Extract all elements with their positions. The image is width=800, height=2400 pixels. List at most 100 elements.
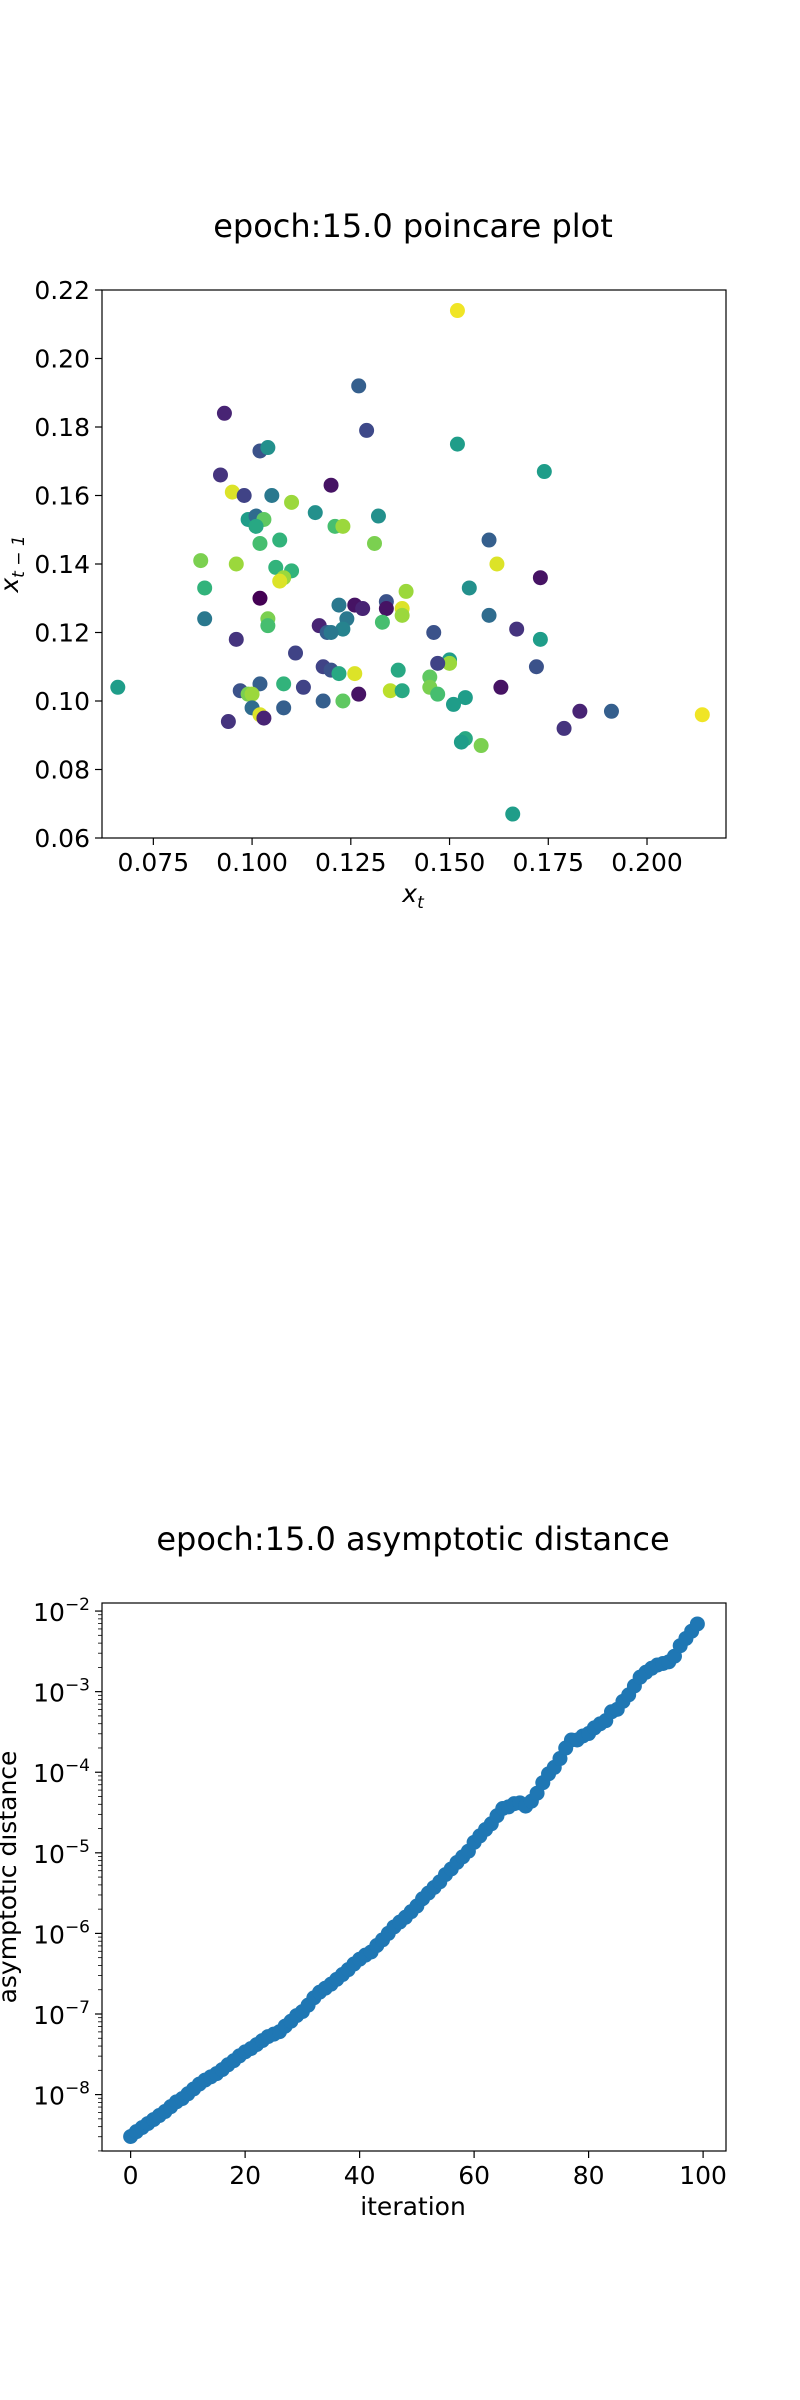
chart2-y-ticks: 10−8 10−7 10−6 10−5 10−4 10−3 10−2	[33, 1595, 102, 2152]
poincare-point	[505, 806, 521, 822]
poincare-point	[197, 580, 213, 596]
chart1-x-tick-label: 0.075	[118, 848, 190, 877]
poincare-point	[528, 659, 544, 675]
chart2-y-tick-label: 10−6	[33, 1917, 90, 1949]
poincare-point	[256, 710, 272, 726]
chart1-x-label-main: x	[401, 879, 417, 908]
poincare-point	[276, 676, 292, 692]
chart1-y-tick-label: 0.12	[34, 619, 90, 648]
poincare-point	[426, 625, 442, 640]
poincare-point	[295, 679, 311, 695]
poincare-point	[264, 488, 280, 503]
poincare-point	[481, 607, 497, 623]
chart1-x-tick-label: 0.100	[216, 848, 288, 877]
chart1-y-ticks: 0.06 0.08 0.10 0.12 0.14 0.16 0.18 0.20 0.22	[34, 276, 102, 853]
chart1-y-tick-label: 0.16	[34, 482, 90, 511]
poincare-point	[378, 601, 394, 617]
chart1-y-label: xt − 1	[0, 535, 29, 593]
chart1-x-tick-label: 0.200	[611, 848, 683, 877]
poincare-point	[536, 464, 552, 480]
poincare-point	[307, 505, 323, 521]
poincare-point	[335, 693, 351, 709]
poincare-point	[509, 621, 525, 637]
poincare-point	[252, 590, 268, 606]
poincare-point	[335, 518, 351, 534]
chart2-x-label: iteration	[360, 2192, 466, 2221]
poincare-point	[603, 703, 619, 719]
poincare-point	[398, 583, 414, 599]
poincare-point	[442, 655, 458, 671]
poincare-point	[430, 655, 446, 671]
poincare-point	[449, 436, 465, 452]
asymptotic-distance-chart: epoch:15.0 asymptotic distance 0 20 40 60 80…	[0, 1520, 727, 2221]
chart2-x-tick-label: 60	[458, 2161, 490, 2190]
poincare-point	[445, 696, 461, 712]
chart2-y-label: asymptotic distance	[0, 1751, 22, 2004]
poincare-point	[216, 405, 232, 421]
poincare-point	[224, 484, 240, 500]
chart1-y-tick-label: 0.10	[34, 687, 90, 716]
poincare-point	[236, 488, 252, 503]
poincare-point	[394, 683, 410, 699]
chart1-y-tick-label: 0.18	[34, 413, 90, 442]
chart1-y-tick-label: 0.06	[34, 824, 90, 853]
chart2-x-tick-label: 20	[229, 2161, 261, 2190]
chart2-y-tick-label: 10−8	[33, 2079, 90, 2111]
poincare-point	[244, 686, 260, 702]
poincare-point	[489, 556, 505, 572]
poincare-point	[331, 666, 347, 682]
chart2-x-tick-label: 40	[344, 2161, 376, 2190]
poincare-point	[453, 734, 469, 750]
chart2-y-tick-label: 10−4	[33, 1756, 90, 1788]
chart1-x-tick-label: 0.150	[414, 848, 486, 877]
poincare-point	[351, 378, 367, 394]
poincare-chart: epoch:15.0 poincare plot 0.075 0.100 0.125…	[0, 207, 727, 913]
poincare-point	[272, 532, 288, 548]
poincare-point	[288, 645, 304, 661]
poincare-point	[260, 440, 276, 456]
poincare-point	[220, 714, 236, 730]
poincare-point	[284, 494, 300, 510]
chart1-y-tick-label: 0.20	[34, 345, 90, 374]
chart2-y-tick-label: 10−5	[33, 1837, 90, 1869]
poincare-point	[248, 518, 264, 534]
poincare-point	[449, 303, 465, 319]
poincare-point	[252, 676, 268, 692]
poincare-point	[532, 570, 548, 586]
chart2-x-tick-label: 80	[573, 2161, 605, 2190]
poincare-point	[212, 467, 228, 483]
poincare-point	[572, 703, 588, 719]
poincare-point	[461, 580, 477, 596]
poincare-point	[390, 662, 406, 678]
poincare-point	[347, 666, 363, 682]
poincare-point	[276, 700, 292, 716]
chart1-y-tick-label: 0.22	[34, 276, 90, 305]
poincare-point	[430, 686, 446, 702]
poincare-point	[351, 686, 367, 702]
poincare-point	[532, 631, 548, 647]
poincare-point	[323, 625, 339, 640]
poincare-point	[355, 601, 371, 617]
chart2-x-tick-label: 100	[679, 2161, 727, 2190]
poincare-point	[359, 422, 375, 438]
poincare-point	[228, 556, 244, 572]
poincare-point	[422, 669, 438, 685]
chart1-x-tick-label: 0.125	[315, 848, 387, 877]
chart1-x-label: xt	[401, 879, 425, 913]
poincare-point	[694, 707, 710, 723]
chart1-x-tick-label: 0.175	[512, 848, 584, 877]
chart2-y-tick-label: 10−3	[33, 1676, 90, 1708]
chart1-y-tick-label: 0.14	[34, 550, 90, 579]
poincare-point	[228, 631, 244, 647]
poincare-point	[315, 693, 331, 709]
chart2-y-tick-label: 10−7	[33, 1998, 90, 2030]
chart1-x-ticks: 0.075 0.100 0.125 0.150 0.175 0.200	[118, 838, 683, 877]
poincare-point	[268, 559, 284, 575]
poincare-point	[197, 611, 213, 627]
poincare-point	[367, 535, 383, 551]
chart2-y-tick-label: 10−2	[33, 1595, 90, 1627]
poincare-point	[323, 477, 339, 493]
chart1-title: epoch:15.0 poincare plot	[213, 207, 613, 245]
